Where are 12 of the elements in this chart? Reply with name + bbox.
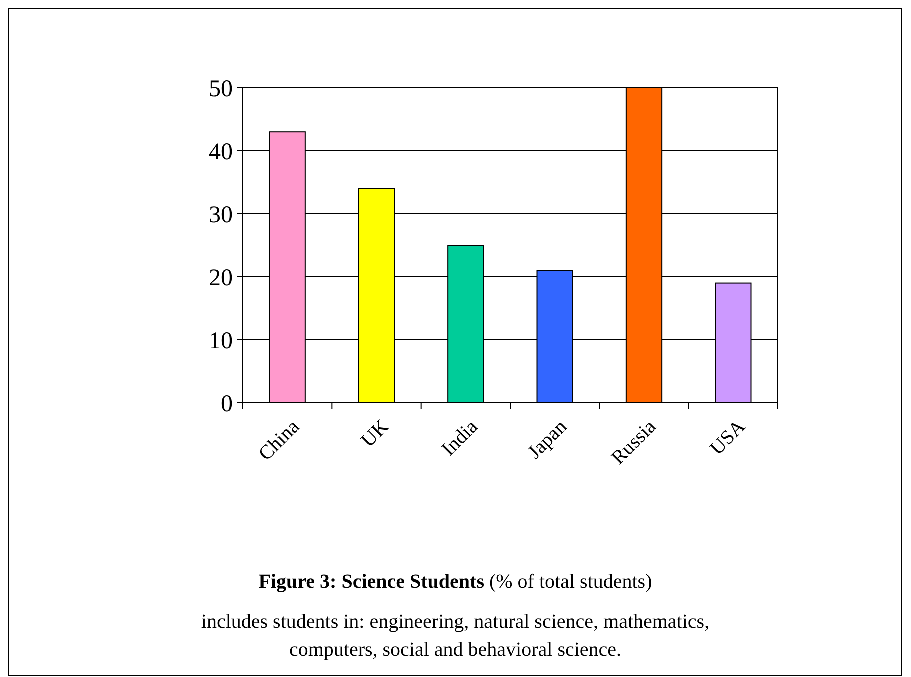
x-tick-label: UK (357, 416, 394, 452)
text: includes students in: engineering, natural science, mathematics, computers, social and behavioral science. (201, 611, 710, 661)
y-tick-label: 20 (209, 265, 233, 292)
y-tick-label: 30 (209, 202, 233, 228)
x-tick-label: India (438, 416, 482, 461)
y-tick-label: 0 (221, 391, 233, 418)
y-tick-label: 40 (209, 139, 233, 166)
y-tick-label: 10 (209, 328, 233, 354)
text: (% of total students) (484, 571, 652, 593)
text: Figure 3: Science Students (258, 571, 485, 593)
y-tick-label: 50 (209, 76, 233, 102)
x-tick-label: USA (706, 416, 750, 460)
